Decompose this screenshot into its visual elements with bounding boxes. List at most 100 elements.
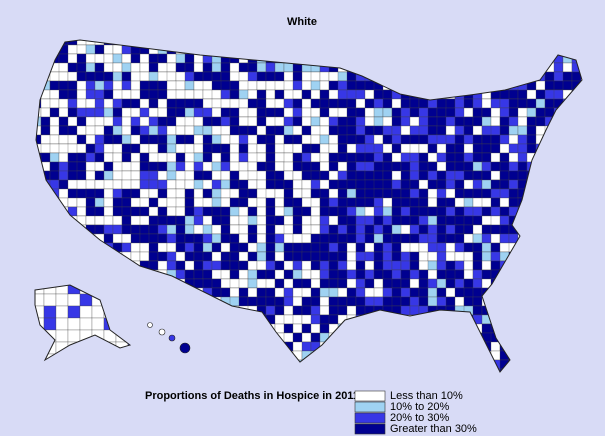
county <box>247 197 258 208</box>
county <box>310 116 321 127</box>
county <box>481 242 492 253</box>
county <box>508 179 519 190</box>
county <box>328 170 339 181</box>
county <box>148 143 159 154</box>
county <box>310 197 321 208</box>
county <box>301 215 312 226</box>
county <box>310 71 321 82</box>
county <box>247 125 258 136</box>
county <box>85 62 96 73</box>
legend-swatch <box>354 390 386 402</box>
county <box>328 215 339 226</box>
county <box>184 89 195 100</box>
county <box>265 179 276 190</box>
county <box>202 161 213 172</box>
county <box>79 317 93 331</box>
county <box>373 125 384 136</box>
county <box>157 53 168 64</box>
county <box>490 116 501 127</box>
county <box>472 278 483 289</box>
legend-swatch <box>354 423 386 435</box>
county <box>112 116 123 127</box>
county <box>436 170 447 181</box>
county <box>472 287 483 298</box>
county <box>409 170 420 181</box>
county <box>292 134 303 145</box>
county <box>346 296 357 307</box>
county <box>265 251 276 262</box>
county <box>148 80 159 91</box>
county <box>112 53 123 64</box>
county <box>301 233 312 244</box>
county <box>499 224 510 235</box>
county <box>391 251 402 262</box>
county <box>94 197 105 208</box>
county <box>490 242 501 253</box>
county <box>409 260 420 271</box>
county <box>490 233 501 244</box>
county <box>112 125 123 136</box>
county <box>238 251 249 262</box>
county <box>436 269 447 280</box>
county <box>211 62 222 73</box>
county <box>130 107 141 118</box>
county <box>67 125 78 136</box>
county <box>175 188 186 199</box>
county <box>346 152 357 163</box>
county <box>85 107 96 118</box>
county <box>337 143 348 154</box>
county <box>94 134 105 145</box>
county <box>328 233 339 244</box>
county <box>319 143 330 154</box>
county <box>256 107 267 118</box>
county <box>43 293 57 307</box>
county <box>292 170 303 181</box>
county <box>292 89 303 100</box>
county <box>481 251 492 262</box>
county <box>499 197 510 208</box>
county <box>328 251 339 262</box>
county <box>409 161 420 172</box>
county <box>49 80 60 91</box>
county <box>346 179 357 190</box>
county <box>382 233 393 244</box>
county <box>508 134 519 145</box>
county <box>391 233 402 244</box>
county <box>499 170 510 181</box>
county <box>418 143 429 154</box>
county <box>445 125 456 136</box>
county <box>292 314 303 325</box>
county <box>175 206 186 217</box>
county <box>121 89 132 100</box>
county <box>130 251 141 262</box>
county <box>121 107 132 118</box>
county <box>220 152 231 163</box>
county <box>148 107 159 118</box>
county <box>220 179 231 190</box>
county <box>148 125 159 136</box>
county <box>94 224 105 235</box>
county <box>400 278 411 289</box>
county <box>400 233 411 244</box>
county <box>445 251 456 262</box>
county <box>301 251 312 262</box>
county <box>256 125 267 136</box>
county <box>175 197 186 208</box>
county <box>193 125 204 136</box>
county <box>256 161 267 172</box>
county <box>265 143 276 154</box>
county <box>400 152 411 163</box>
county <box>220 251 231 262</box>
county <box>400 116 411 127</box>
county <box>265 107 276 118</box>
county <box>166 62 177 73</box>
county <box>436 125 447 136</box>
county <box>463 107 474 118</box>
county <box>445 143 456 154</box>
county <box>112 233 123 244</box>
legend-label: Less than 10% <box>390 390 463 402</box>
island <box>147 322 153 328</box>
county <box>400 296 411 307</box>
county <box>175 80 186 91</box>
